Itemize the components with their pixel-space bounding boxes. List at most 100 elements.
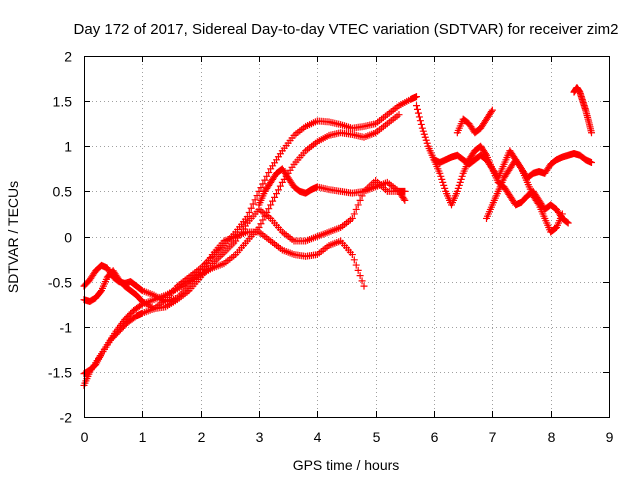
data-point: [271, 193, 279, 201]
data-point: [358, 277, 366, 285]
x-tick-label: 5: [373, 429, 381, 445]
data-point: [563, 218, 571, 226]
data-point: [247, 204, 255, 212]
series-sat-g: [430, 142, 572, 227]
data-point: [416, 117, 424, 125]
series-sat-j: [570, 84, 595, 137]
data-point: [265, 169, 273, 177]
x-tick-label: 6: [431, 429, 439, 445]
data-point: [488, 106, 496, 114]
data-point: [482, 150, 490, 158]
series-sat-e: [255, 165, 409, 209]
y-tick-label: 2: [64, 49, 72, 65]
data-point: [350, 210, 358, 218]
series-sat-b: [80, 111, 403, 389]
data-point: [441, 184, 449, 192]
y-tick-label: -1.5: [48, 365, 72, 381]
chart-title: Day 172 of 2017, Sidereal Day-to-day VTE…: [74, 21, 619, 38]
y-tick-label: -1: [60, 320, 73, 336]
data-point: [413, 105, 421, 113]
data-point: [420, 130, 428, 138]
data-point: [456, 178, 464, 186]
data-point: [354, 201, 362, 209]
data-point: [245, 208, 253, 216]
data-point: [415, 113, 423, 121]
y-tick-label: 0.5: [53, 184, 73, 200]
data-point: [257, 220, 265, 228]
data-point: [352, 261, 360, 269]
data-point: [273, 190, 280, 198]
x-tick-label: 2: [198, 429, 206, 445]
series-sat-c: [80, 177, 409, 313]
data-point: [352, 205, 360, 213]
data-point: [458, 172, 466, 180]
data-point: [401, 196, 409, 204]
series-sat-f: [413, 102, 595, 182]
data-point: [419, 127, 427, 135]
data-point: [517, 163, 525, 171]
series-sat-h: [453, 106, 496, 137]
plot-frame: [84, 56, 610, 418]
data-point: [413, 93, 420, 101]
data-point: [588, 158, 595, 166]
data-point: [249, 200, 257, 208]
x-tick-label: 9: [606, 429, 614, 445]
data-point: [422, 136, 430, 144]
data-point: [455, 181, 463, 189]
data-point: [348, 251, 356, 259]
data-point: [453, 187, 461, 195]
data-point: [558, 210, 566, 218]
data-point: [454, 184, 462, 192]
data-point: [457, 175, 465, 183]
data-point: [269, 197, 277, 205]
y-axis-title: SDTVAR / TECUs: [5, 181, 21, 293]
data-point: [354, 266, 362, 274]
data-point: [356, 196, 364, 204]
data-point: [421, 133, 429, 141]
data-point: [438, 175, 446, 183]
x-tick-label: 7: [489, 429, 497, 445]
tick-layer: [84, 56, 610, 418]
data-point: [436, 169, 444, 177]
data-point: [400, 195, 408, 203]
x-tick-label: 0: [81, 429, 89, 445]
data-point: [588, 129, 595, 137]
data-point: [439, 178, 447, 186]
data-point: [263, 172, 271, 180]
data-point: [257, 184, 265, 192]
data-point: [564, 219, 572, 227]
y-tick-label: -2: [60, 410, 73, 426]
data-marks-layer: [80, 84, 595, 389]
x-tick-label: 4: [314, 429, 322, 445]
data-point: [440, 181, 448, 189]
data-point: [350, 256, 358, 264]
data-point: [418, 124, 426, 132]
data-point: [437, 172, 445, 180]
data-point: [243, 213, 251, 221]
data-point: [274, 186, 282, 194]
data-point: [417, 120, 425, 128]
data-point: [487, 108, 495, 116]
data-point: [261, 176, 269, 184]
data-point: [413, 102, 420, 110]
data-point: [414, 109, 422, 117]
x-tick-label: 3: [256, 429, 264, 445]
x-tick-labels: 0 1 2 3 4 5 6 7 8 9: [81, 429, 614, 445]
y-tick-label: -0.5: [48, 275, 72, 291]
data-point: [348, 214, 356, 222]
data-point: [534, 199, 542, 207]
data-point: [267, 201, 275, 209]
y-tick-label: 1: [64, 139, 72, 155]
x-tick-label: 8: [548, 429, 556, 445]
y-tick-label: 1.5: [53, 94, 73, 110]
x-tick-label: 1: [139, 429, 147, 445]
y-tick-label: 0: [64, 230, 72, 246]
data-point: [265, 205, 273, 213]
data-point: [259, 180, 267, 188]
data-point: [356, 272, 364, 280]
x-axis-title: GPS time / hours: [293, 457, 400, 473]
data-point: [395, 111, 403, 119]
series-sat-d: [80, 228, 368, 305]
